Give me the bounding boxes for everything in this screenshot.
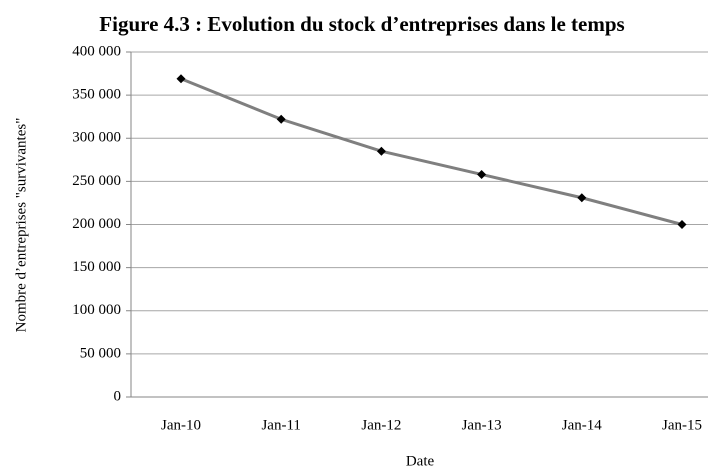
y-axis-label: Nombre d’entreprises "survivantes": [13, 118, 29, 333]
chart-title: Figure 4.3 : Evolution du stock d’entrep…: [99, 12, 624, 36]
x-tick-label: Jan-11: [261, 417, 300, 433]
marker: [577, 193, 587, 203]
x-tick-label: Jan-10: [161, 417, 201, 433]
x-tick-label: Jan-14: [562, 417, 602, 433]
y-tick-label: 50 000: [80, 345, 121, 361]
y-tick-label: 100 000: [72, 302, 121, 318]
y-tick-label: 150 000: [72, 259, 121, 275]
y-tick-label: 0: [114, 388, 122, 404]
y-tick-label: 350 000: [72, 87, 121, 103]
y-tick-label: 200 000: [72, 216, 121, 232]
y-tick-label: 300 000: [72, 130, 121, 146]
marker: [176, 74, 186, 84]
marker: [677, 220, 687, 229]
marker: [276, 114, 286, 124]
marker: [376, 146, 386, 156]
x-tick-label: Jan-12: [361, 417, 401, 433]
x-axis-label: Date: [406, 453, 435, 468]
y-tick-label: 250 000: [72, 173, 121, 189]
line-series: [180, 77, 683, 226]
x-tick-label: Jan-13: [462, 417, 502, 433]
marker: [477, 169, 487, 179]
y-tick-label: 400 000: [72, 43, 121, 59]
x-tick-label: Jan-15: [662, 417, 702, 433]
